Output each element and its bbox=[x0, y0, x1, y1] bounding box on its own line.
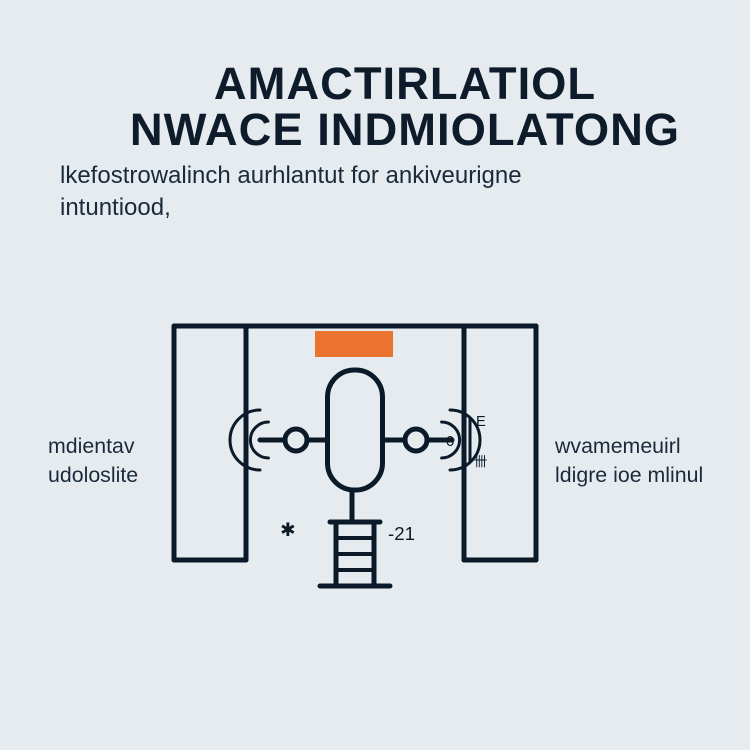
right-label-line-2: ldigre ioe mlinul bbox=[555, 463, 703, 487]
svg-text:-21: -21 bbox=[388, 523, 415, 544]
left-label-line-2: udoloslite bbox=[48, 463, 138, 487]
heading-line-2: NWACE INDMIOLATONG bbox=[100, 104, 710, 156]
subheading-line-2: intuntiood, bbox=[60, 194, 171, 221]
svg-text:卌: 卌 bbox=[474, 454, 487, 469]
page: AMACTIRLATIOL NWACE INDMIOLATONG lkefost… bbox=[0, 0, 750, 750]
left-label-line-1: mdientav bbox=[48, 434, 135, 458]
subheading-line-1: lkefostrowalinch aurhlantut for ankiveur… bbox=[60, 162, 522, 189]
svg-text:E: E bbox=[476, 414, 486, 430]
right-label-line-1: wvamemeuirl bbox=[555, 434, 681, 458]
diagram: 0 ✱ -21 E 卌 bbox=[170, 300, 540, 630]
svg-text:✱: ✱ bbox=[280, 519, 296, 540]
svg-text:0: 0 bbox=[446, 433, 454, 450]
heading-line-1: AMACTIRLATIOL bbox=[100, 58, 710, 110]
right-label: wvamemeuirl ldigre ioe mlinul bbox=[555, 432, 703, 490]
subheading: lkefostrowalinch aurhlantut for ankiveur… bbox=[60, 160, 690, 225]
left-label: mdientav udoloslite bbox=[48, 432, 138, 490]
